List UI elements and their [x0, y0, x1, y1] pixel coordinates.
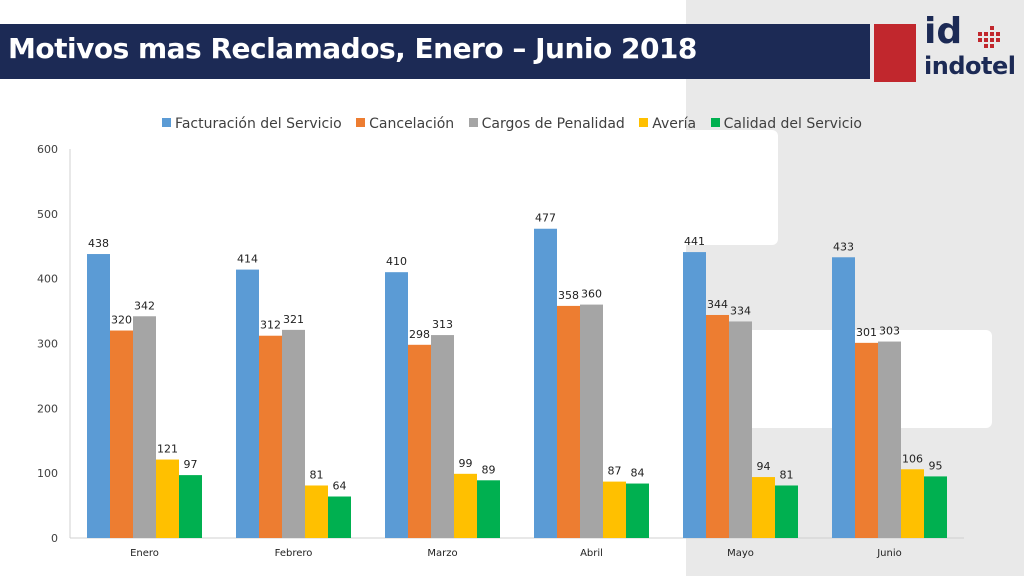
data-label: 342 — [134, 299, 155, 312]
bar — [878, 341, 901, 538]
data-label: 99 — [459, 457, 473, 470]
bar — [477, 480, 500, 538]
data-label: 313 — [432, 318, 453, 331]
bar — [534, 228, 557, 538]
bar — [729, 321, 752, 538]
title-bar: Motivos mas Reclamados, Enero – Junio 20… — [0, 24, 870, 79]
bar — [832, 257, 855, 538]
bar — [259, 335, 282, 538]
bar — [775, 485, 798, 538]
data-label: 64 — [333, 480, 347, 493]
legend-swatch — [468, 118, 478, 127]
data-label: 106 — [902, 452, 923, 465]
bar — [431, 335, 454, 538]
bar — [110, 330, 133, 538]
data-label: 84 — [631, 467, 645, 480]
data-label: 441 — [684, 235, 705, 248]
bar — [706, 314, 729, 538]
legend-swatch — [710, 118, 720, 127]
legend-swatch — [356, 118, 366, 127]
data-label: 81 — [780, 468, 794, 481]
y-tick-label: 100 — [37, 467, 58, 480]
bar — [236, 269, 259, 538]
data-label: 321 — [283, 313, 304, 326]
bar — [683, 252, 706, 538]
data-label: 301 — [856, 326, 877, 339]
legend-swatch — [162, 118, 172, 127]
legend-item: Facturación del Servicio — [162, 116, 342, 132]
y-tick-label: 600 — [37, 143, 58, 156]
legend-item: Cancelación — [356, 116, 454, 132]
bar — [752, 477, 775, 538]
legend-item: Cargos de Penalidad — [468, 116, 625, 132]
logo-wordmark: indotel — [924, 52, 1016, 80]
y-tick-label: 500 — [37, 208, 58, 221]
x-tick-label: Marzo — [427, 548, 457, 559]
legend-swatch — [639, 118, 649, 127]
x-tick-label: Junio — [876, 548, 902, 559]
bar — [408, 344, 431, 538]
legend-label: Facturación del Servicio — [175, 116, 342, 132]
y-tick-label: 200 — [37, 402, 58, 415]
data-label: 414 — [237, 253, 258, 266]
data-label: 358 — [558, 289, 579, 302]
data-label: 438 — [88, 237, 109, 250]
data-label: 121 — [157, 443, 178, 456]
data-label: 97 — [184, 458, 198, 471]
bar — [901, 469, 924, 538]
logo-red-block — [874, 24, 916, 82]
data-label: 89 — [482, 463, 496, 476]
data-label: 433 — [833, 240, 854, 253]
bar — [454, 473, 477, 538]
data-label: 95 — [929, 459, 943, 472]
legend-item: Calidad del Servicio — [710, 116, 862, 132]
data-label: 298 — [409, 328, 430, 341]
bar — [603, 481, 626, 538]
y-tick-label: 300 — [37, 338, 58, 351]
data-label: 410 — [386, 255, 407, 268]
data-label: 303 — [879, 325, 900, 338]
data-label: 360 — [581, 288, 602, 301]
legend-item: Avería — [639, 116, 696, 132]
legend-label: Cargos de Penalidad — [481, 116, 625, 132]
legend-label: Cancelación — [369, 116, 455, 132]
bar — [626, 483, 649, 538]
x-tick-label: Enero — [130, 548, 159, 559]
data-label: 94 — [757, 460, 771, 473]
data-label: 312 — [260, 319, 281, 332]
background-card — [660, 130, 778, 245]
data-label: 87 — [608, 465, 622, 478]
y-tick-label: 0 — [51, 532, 58, 545]
data-label: 334 — [730, 304, 751, 317]
bar — [156, 459, 179, 538]
legend-label: Calidad del Servicio — [723, 116, 862, 132]
bar — [924, 476, 947, 538]
indotel-logo: id indotel — [874, 14, 1016, 86]
bar — [87, 254, 110, 538]
x-tick-label: Febrero — [275, 548, 313, 559]
chart-legend: Facturación del Servicio Cancelación Car… — [0, 116, 1024, 132]
y-tick-label: 400 — [37, 273, 58, 286]
x-tick-label: Abril — [580, 548, 603, 559]
bar — [855, 342, 878, 538]
logo-dots-icon — [978, 24, 1000, 48]
x-tick-label: Mayo — [727, 548, 754, 559]
data-label: 344 — [707, 298, 728, 311]
bar — [385, 272, 408, 538]
logo-mark: id — [924, 11, 963, 52]
bar — [328, 496, 351, 538]
data-label: 320 — [111, 314, 132, 327]
bar — [557, 305, 580, 538]
bar — [179, 475, 202, 538]
bar — [133, 316, 156, 538]
bar — [305, 485, 328, 538]
data-label: 81 — [310, 468, 324, 481]
legend-label: Avería — [652, 116, 697, 132]
bar — [580, 304, 603, 538]
bar — [282, 329, 305, 538]
data-label: 477 — [535, 212, 556, 225]
page-title: Motivos mas Reclamados, Enero – Junio 20… — [8, 32, 697, 65]
